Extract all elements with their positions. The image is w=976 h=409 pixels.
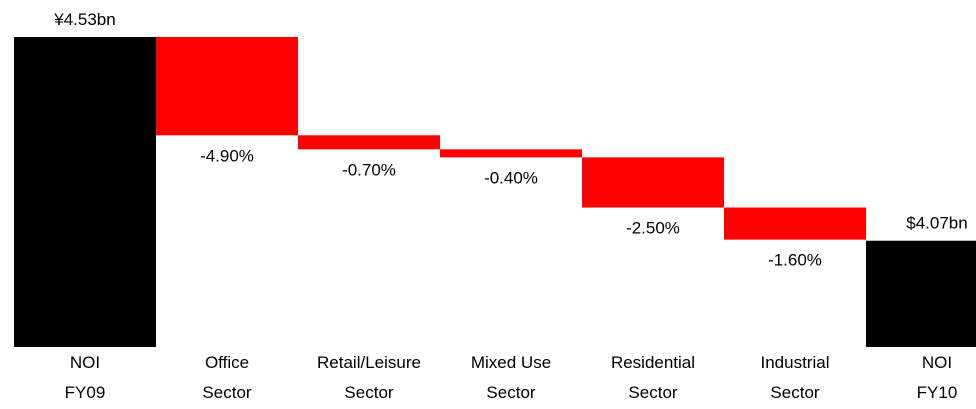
value-label: -0.40%: [484, 168, 538, 187]
change-bar: [582, 157, 724, 208]
value-label: -4.90%: [200, 146, 254, 165]
x-tick-label: Residential Sector: [611, 353, 695, 402]
x-tick-label-line: Office: [205, 353, 249, 372]
x-tick-label-line: Sector: [770, 383, 819, 402]
value-label: -0.70%: [342, 160, 396, 179]
x-tick-label-line: Sector: [628, 383, 677, 402]
x-tick-label-line: Mixed Use: [471, 353, 551, 372]
x-tick-label-line: NOI: [70, 353, 100, 372]
x-tick-label: Retail/Leisure Sector: [317, 353, 421, 402]
value-label: -1.60%: [768, 251, 822, 270]
change-bar: [440, 149, 582, 158]
x-tick-label: NOI FY09: [65, 353, 106, 402]
total-bar: [14, 37, 156, 347]
x-tick-label-line: FY10: [917, 383, 958, 402]
change-bar: [298, 135, 440, 150]
change-bar: [724, 207, 866, 240]
change-bar: [156, 37, 298, 136]
x-tick-label-line: FY09: [65, 383, 106, 402]
total-bar: [866, 240, 976, 347]
value-label: $4.07bn: [906, 214, 967, 233]
x-tick-label-line: Retail/Leisure: [317, 353, 421, 372]
x-tick-label-line: Sector: [486, 383, 535, 402]
x-tick-label: Industrial Sector: [761, 353, 830, 402]
x-tick-label: Mixed Use Sector: [471, 353, 551, 402]
value-label: ¥4.53bn: [53, 10, 115, 29]
x-tick-label-line: Industrial: [761, 353, 830, 372]
x-tick-label-line: NOI: [922, 353, 952, 372]
value-label: -2.50%: [626, 219, 680, 238]
x-tick-label: NOI FY10: [917, 353, 958, 402]
x-tick-label: Office Sector: [202, 353, 251, 402]
x-tick-label-line: Sector: [344, 383, 393, 402]
x-tick-label-line: Sector: [202, 383, 251, 402]
x-tick-label-line: Residential: [611, 353, 695, 372]
